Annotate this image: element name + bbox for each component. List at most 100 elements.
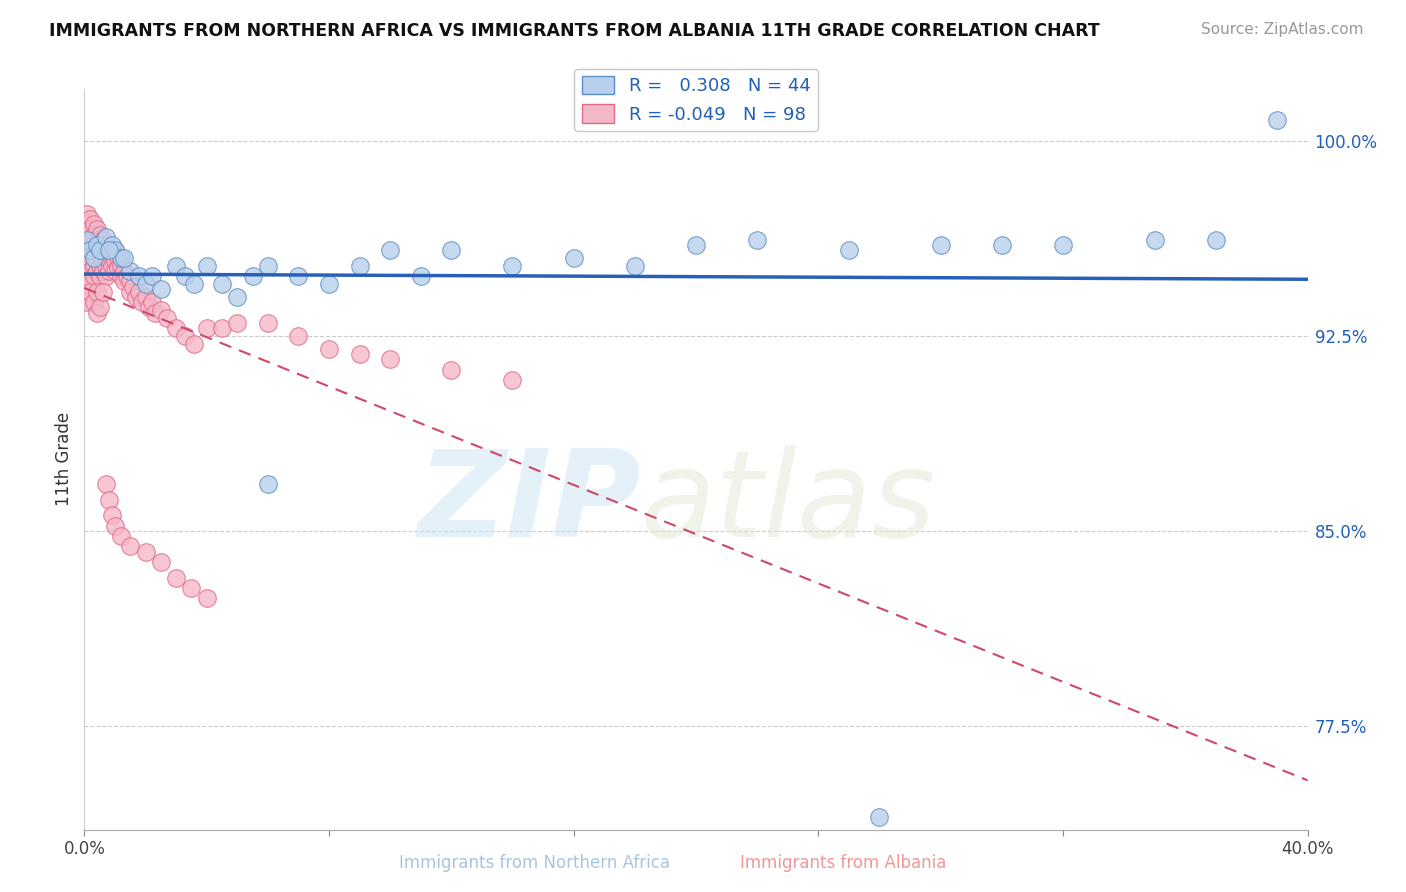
Point bbox=[110, 529, 132, 543]
Point bbox=[79, 275, 101, 289]
Point bbox=[183, 277, 205, 291]
Point bbox=[104, 264, 127, 278]
Point bbox=[122, 279, 145, 293]
Point bbox=[83, 248, 105, 262]
Point bbox=[89, 227, 111, 242]
Point bbox=[97, 244, 120, 258]
Point bbox=[112, 264, 135, 278]
Y-axis label: 11th Grade: 11th Grade bbox=[55, 412, 73, 507]
Point bbox=[83, 269, 105, 284]
Point bbox=[91, 264, 114, 278]
Point bbox=[120, 540, 142, 554]
Text: Source: ZipAtlas.com: Source: ZipAtlas.com bbox=[1201, 22, 1364, 37]
Point bbox=[195, 321, 218, 335]
Point bbox=[747, 233, 769, 247]
Point bbox=[149, 555, 172, 569]
Point bbox=[149, 282, 172, 296]
Point bbox=[174, 269, 197, 284]
Text: Immigrants from Albania: Immigrants from Albania bbox=[741, 855, 946, 872]
Point bbox=[79, 212, 101, 227]
Point bbox=[257, 316, 280, 330]
Point bbox=[83, 217, 105, 231]
Point bbox=[165, 259, 187, 273]
Point bbox=[440, 363, 463, 377]
Point bbox=[97, 492, 120, 507]
Point bbox=[89, 244, 111, 258]
Point bbox=[83, 295, 105, 310]
Point bbox=[76, 227, 98, 242]
Point bbox=[110, 269, 132, 284]
Point bbox=[287, 269, 309, 284]
Point bbox=[991, 238, 1014, 252]
Point bbox=[131, 295, 153, 310]
Point bbox=[226, 290, 249, 304]
Point bbox=[141, 269, 163, 284]
Point bbox=[115, 269, 138, 284]
Point bbox=[869, 809, 891, 823]
Point bbox=[195, 259, 218, 273]
Point bbox=[165, 571, 187, 585]
Point bbox=[502, 259, 524, 273]
Text: atlas: atlas bbox=[641, 445, 936, 562]
Point bbox=[101, 248, 124, 262]
Point bbox=[141, 295, 163, 310]
Point bbox=[120, 275, 142, 289]
Point bbox=[91, 253, 114, 268]
Point bbox=[97, 244, 120, 258]
Point bbox=[211, 321, 233, 335]
Point bbox=[76, 248, 98, 262]
Point bbox=[83, 227, 105, 242]
Point bbox=[440, 244, 463, 258]
Point bbox=[89, 269, 111, 284]
Point bbox=[94, 269, 117, 284]
Point bbox=[149, 303, 172, 318]
Point bbox=[120, 264, 142, 278]
Point bbox=[104, 244, 127, 258]
Point bbox=[79, 264, 101, 278]
Point bbox=[94, 248, 117, 262]
Point bbox=[562, 251, 585, 265]
Point bbox=[104, 518, 127, 533]
Point bbox=[318, 342, 340, 356]
Point bbox=[91, 285, 114, 299]
Point bbox=[86, 305, 108, 319]
Point bbox=[76, 238, 98, 252]
Point bbox=[110, 251, 132, 265]
Point bbox=[94, 238, 117, 252]
Point bbox=[143, 305, 166, 319]
Point bbox=[125, 290, 148, 304]
Point bbox=[76, 290, 98, 304]
Text: ZIP: ZIP bbox=[418, 445, 641, 562]
Point bbox=[76, 295, 98, 310]
Point bbox=[76, 279, 98, 293]
Point bbox=[86, 253, 108, 268]
Point bbox=[86, 222, 108, 236]
Point bbox=[101, 508, 124, 523]
Point bbox=[349, 347, 371, 361]
Point bbox=[380, 244, 402, 258]
Point bbox=[79, 285, 101, 299]
Point bbox=[257, 259, 280, 273]
Point bbox=[287, 329, 309, 343]
Point bbox=[76, 269, 98, 284]
Point bbox=[1052, 238, 1074, 252]
Point bbox=[211, 277, 233, 291]
Legend: R =   0.308   N = 44, R = -0.049   N = 98: R = 0.308 N = 44, R = -0.049 N = 98 bbox=[574, 69, 818, 131]
Point bbox=[83, 251, 105, 265]
Point bbox=[76, 233, 98, 247]
Point bbox=[135, 290, 157, 304]
Point bbox=[94, 230, 117, 244]
Point bbox=[128, 269, 150, 284]
Point bbox=[165, 321, 187, 335]
Point bbox=[349, 259, 371, 273]
Text: IMMIGRANTS FROM NORTHERN AFRICA VS IMMIGRANTS FROM ALBANIA 11TH GRADE CORRELATIO: IMMIGRANTS FROM NORTHERN AFRICA VS IMMIG… bbox=[49, 22, 1099, 40]
Point bbox=[104, 244, 127, 258]
Point bbox=[97, 264, 120, 278]
Point bbox=[91, 244, 114, 258]
Point bbox=[83, 238, 105, 252]
Point bbox=[195, 591, 218, 606]
Point bbox=[107, 261, 129, 276]
Point bbox=[1265, 113, 1288, 128]
Point bbox=[76, 207, 98, 221]
Point bbox=[94, 477, 117, 491]
